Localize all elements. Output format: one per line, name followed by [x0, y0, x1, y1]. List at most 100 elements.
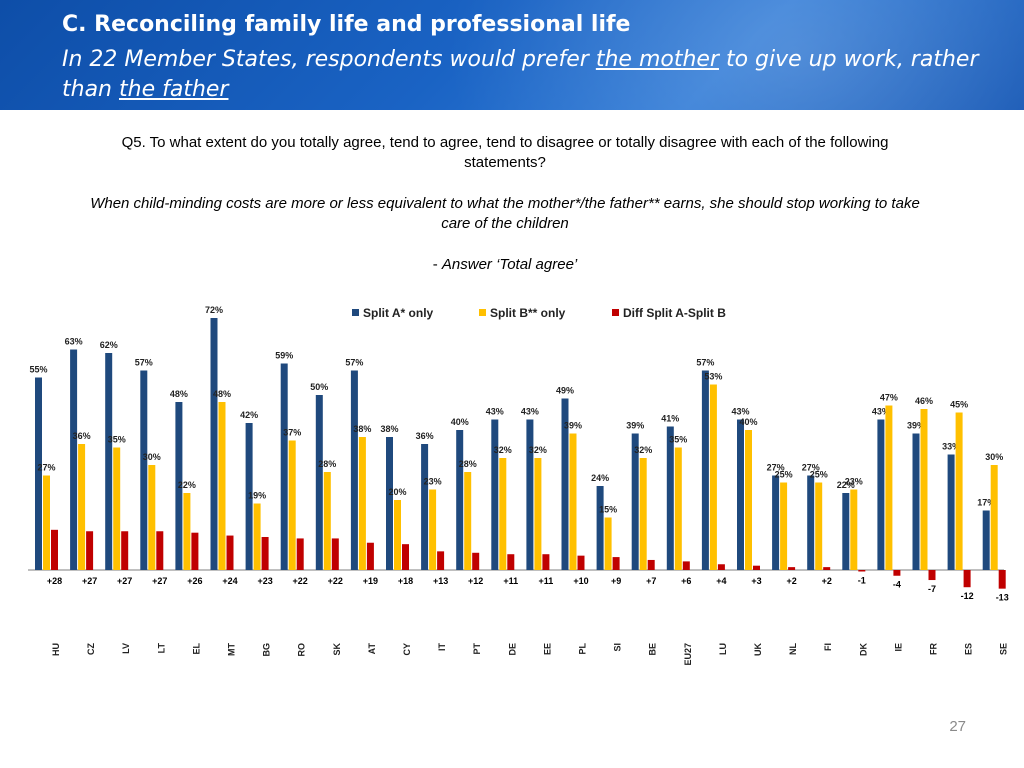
- bar-split-a-MT: [210, 318, 218, 570]
- label-split-b-CY: 20%: [388, 487, 406, 497]
- label-split-b-NL: 25%: [775, 470, 793, 480]
- statement-text: When child-minding costs are more or les…: [90, 195, 920, 232]
- bar-diff-BE: [647, 559, 655, 570]
- bar-split-b-DK: [850, 489, 858, 570]
- category-label-UK: UK: [753, 643, 763, 656]
- label-diff-EL: +26: [187, 576, 202, 586]
- label-split-b-BG: 19%: [248, 491, 266, 501]
- bar-split-b-CY: [394, 500, 401, 570]
- bar-split-b-AT: [358, 437, 366, 570]
- category-label-MT: MT: [227, 643, 237, 656]
- legend-label-1: Split B** only: [490, 306, 566, 320]
- label-split-a-EL: 48%: [170, 389, 188, 399]
- bar-split-b-BG: [253, 503, 261, 570]
- bar-diff-EE: [542, 554, 550, 570]
- label-split-b-BE: 32%: [634, 445, 652, 455]
- bar-split-a-SE: [982, 510, 990, 570]
- label-split-b-UK: 40%: [739, 417, 757, 427]
- subtitle-underline-father: the father: [119, 77, 229, 102]
- label-split-a-EU27: 41%: [661, 414, 679, 424]
- bar-split-a-PL: [561, 398, 569, 570]
- bar-split-a-EU27: [666, 426, 674, 570]
- answer-note-prefix: -: [432, 256, 442, 273]
- label-split-b-IT: 23%: [424, 477, 442, 487]
- category-label-SE: SE: [999, 643, 1009, 655]
- label-diff-DK: -1: [858, 575, 866, 585]
- bar-diff-LU: [717, 564, 725, 570]
- label-split-a-HU: 55%: [29, 365, 47, 375]
- bar-split-a-BE: [631, 433, 639, 570]
- bar-diff-LV: [121, 531, 129, 570]
- category-label-DE: DE: [507, 643, 517, 656]
- category-label-HU: HU: [51, 643, 61, 656]
- bar-diff-ES: [963, 570, 971, 588]
- bar-diff-DE: [507, 554, 515, 570]
- label-split-b-PT: 28%: [459, 459, 477, 469]
- bar-diff-AT: [366, 542, 374, 570]
- label-split-b-MT: 48%: [213, 389, 231, 399]
- label-split-a-CY: 38%: [380, 424, 398, 434]
- answer-note: - Answer ‘Total agree’: [90, 256, 920, 273]
- bar-split-a-EL: [175, 402, 183, 570]
- answer-note-text: Answer ‘Total agree’: [441, 256, 578, 273]
- bar-diff-RO: [296, 538, 304, 570]
- label-diff-MT: +24: [222, 576, 237, 586]
- bar-diff-MT: [226, 535, 234, 570]
- label-split-b-IE: 47%: [880, 393, 898, 403]
- bar-split-b-ES: [955, 412, 963, 570]
- label-split-b-LT: 30%: [143, 452, 161, 462]
- label-split-b-LV: 35%: [108, 435, 126, 445]
- bar-split-a-FI: [807, 475, 815, 570]
- label-diff-SI: +9: [611, 576, 621, 586]
- label-split-b-FR: 46%: [915, 396, 933, 406]
- bar-split-a-ES: [947, 454, 955, 570]
- legend-swatch-2: [612, 309, 619, 316]
- bar-split-a-NL: [772, 475, 780, 570]
- label-diff-SE: -13: [996, 593, 1009, 603]
- bar-diff-SI: [612, 557, 620, 570]
- category-label-ES: ES: [964, 643, 974, 655]
- bar-split-a-DE: [491, 419, 499, 570]
- category-label-LV: LV: [121, 643, 131, 654]
- label-split-b-PL: 39%: [564, 421, 582, 431]
- category-label-CZ: CZ: [86, 643, 96, 655]
- bar-split-b-LV: [113, 447, 121, 570]
- bar-split-a-BG: [245, 423, 253, 570]
- subtitle-underline-mother: the mother: [595, 47, 719, 72]
- bar-diff-IT: [437, 551, 445, 570]
- bar-split-b-BE: [639, 458, 647, 570]
- bar-chart: Split A* only Split B** only Diff Split A-…: [28, 305, 1009, 666]
- bar-diff-DK: [858, 570, 866, 572]
- bar-split-b-HU: [43, 475, 50, 570]
- label-split-a-IT: 36%: [416, 431, 434, 441]
- label-diff-LV: +27: [117, 576, 132, 586]
- bar-diff-BG: [261, 536, 269, 570]
- bar-split-a-LU: [701, 370, 709, 570]
- slide-header: C. Reconciling family life and professio…: [0, 0, 1024, 110]
- bar-diff-CY: [402, 544, 409, 570]
- category-label-SK: SK: [332, 643, 342, 656]
- bar-split-a-LT: [140, 370, 148, 570]
- bar-split-b-DE: [499, 458, 507, 570]
- category-label-EU27: EU27: [683, 643, 693, 666]
- label-split-b-SE: 30%: [985, 452, 1003, 462]
- header-sheen: [444, 0, 1024, 110]
- label-split-b-EL: 22%: [178, 480, 196, 490]
- bar-diff-CZ: [86, 531, 94, 570]
- label-split-b-DK: 23%: [845, 477, 863, 487]
- label-split-b-CZ: 36%: [73, 431, 91, 441]
- label-diff-HU: +28: [47, 576, 62, 586]
- label-split-b-RO: 37%: [283, 428, 301, 438]
- bar-diff-SK: [331, 538, 339, 570]
- bar-diff-UK: [753, 565, 760, 570]
- label-split-b-EU27: 35%: [669, 435, 687, 445]
- bar-split-b-UK: [745, 430, 752, 570]
- subtitle-text-2: to give up work, rather than: [62, 47, 979, 102]
- label-diff-ES: -12: [961, 591, 974, 601]
- label-diff-CY: +18: [398, 576, 413, 586]
- label-split-b-AT: 38%: [353, 424, 371, 434]
- label-split-b-FI: 25%: [810, 470, 828, 480]
- label-split-a-RO: 59%: [275, 351, 293, 361]
- category-label-CY: CY: [402, 643, 412, 656]
- bar-split-a-AT: [350, 370, 358, 570]
